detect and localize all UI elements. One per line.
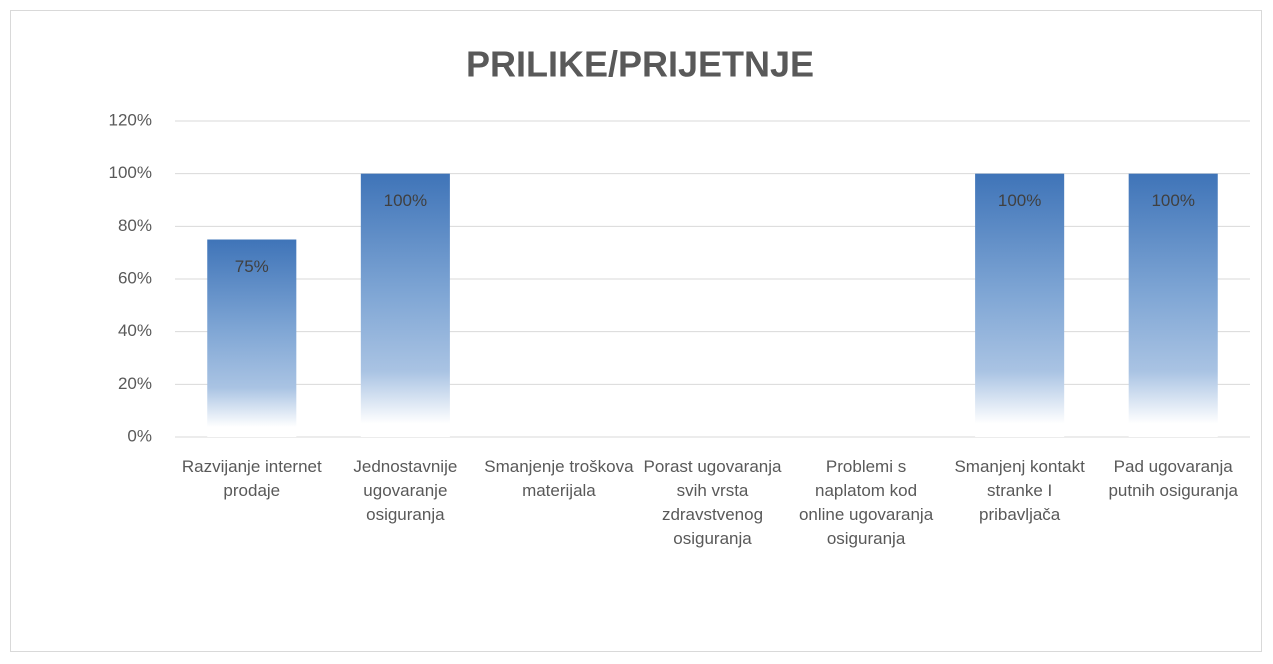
data-label: 100%: [384, 191, 427, 210]
x-tick-label: Jednostavnije ugovaranje osiguranja: [353, 457, 458, 524]
y-tick-label: 40%: [118, 321, 152, 340]
x-tick-label: Smanjenje troškova materijala: [484, 457, 634, 500]
data-label: 100%: [1151, 191, 1194, 210]
y-tick-label: 80%: [118, 216, 152, 235]
x-tick-label: Porast ugovaranja svih vrsta zdravstveno…: [643, 457, 782, 548]
bar: [975, 173, 1065, 437]
bar: [1128, 173, 1218, 437]
y-tick-label: 60%: [118, 268, 152, 287]
bar: [207, 239, 297, 437]
y-tick-label: 0%: [127, 426, 152, 445]
x-tick-label: Problemi s naplatom kod online ugovaranj…: [798, 457, 934, 548]
y-tick-label: 120%: [109, 110, 152, 129]
x-tick-label: Pad ugovaranja putnih osiguranja: [1108, 457, 1238, 500]
data-label: 75%: [235, 257, 269, 276]
y-tick-label: 100%: [109, 163, 152, 182]
bar: [360, 173, 450, 437]
x-tick-label: Smanjenj kontakt stranke I pribavljača: [954, 457, 1085, 524]
chart-border: [10, 10, 1262, 652]
x-tick-label: Razvijanje internet prodaje: [181, 457, 322, 500]
data-label: 100%: [998, 191, 1041, 210]
y-tick-label: 20%: [118, 374, 152, 393]
chart-title: PRILIKE/PRIJETNJE: [466, 44, 814, 85]
